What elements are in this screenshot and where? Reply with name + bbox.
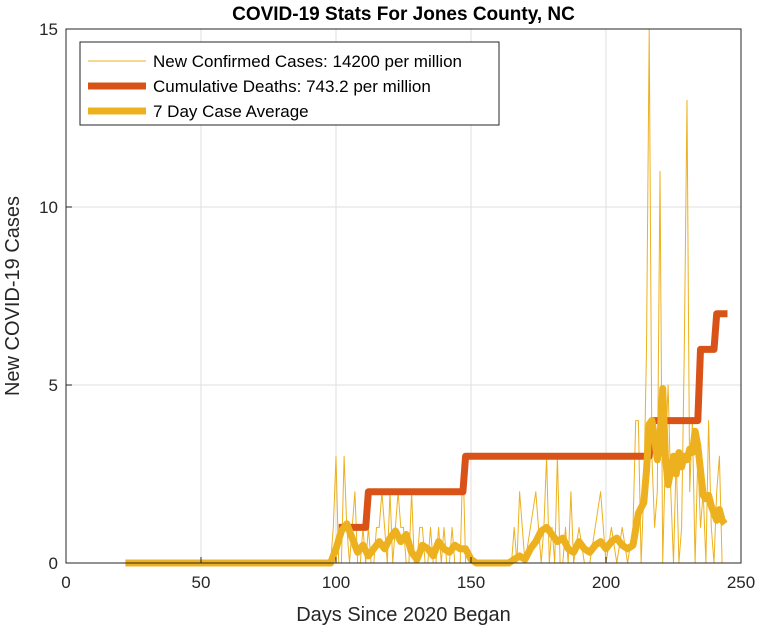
x-tick-label: 150 xyxy=(457,573,485,592)
x-tick-label: 50 xyxy=(192,573,211,592)
y-tick-label: 15 xyxy=(39,20,58,39)
legend-label-2: 7 Day Case Average xyxy=(153,102,309,121)
legend-label-1: Cumulative Deaths: 743.2 per million xyxy=(153,77,431,96)
legend-items: New Confirmed Cases: 14200 per million Cu… xyxy=(88,52,462,121)
plot-frame xyxy=(65,28,742,564)
series-line-2 xyxy=(125,385,728,567)
legend-label-0: New Confirmed Cases: 14200 per million xyxy=(153,52,462,71)
y-tick-label: 10 xyxy=(39,198,58,217)
y-tick-label: 0 xyxy=(49,554,58,573)
y-tick-label: 5 xyxy=(49,376,58,395)
x-tick-label: 0 xyxy=(61,573,70,592)
legend: New Confirmed Cases: 14200 per million Cu… xyxy=(79,41,500,126)
series-lines xyxy=(125,28,728,567)
chart-title: COVID-19 Stats For Jones County, NC xyxy=(232,4,575,25)
x-axis-label: Days Since 2020 Began xyxy=(296,604,511,626)
series-line-0 xyxy=(125,28,725,564)
x-tick-label: 250 xyxy=(727,573,755,592)
y-axis-label: New COVID-19 Cases xyxy=(2,196,24,396)
legend-box xyxy=(79,41,500,126)
x-tick-label: 200 xyxy=(592,573,620,592)
x-tick-label: 100 xyxy=(322,573,350,592)
series-line-1 xyxy=(338,310,728,531)
axis-ticks: 0 50 100 150 200 250 0 5 10 15 xyxy=(39,20,755,592)
